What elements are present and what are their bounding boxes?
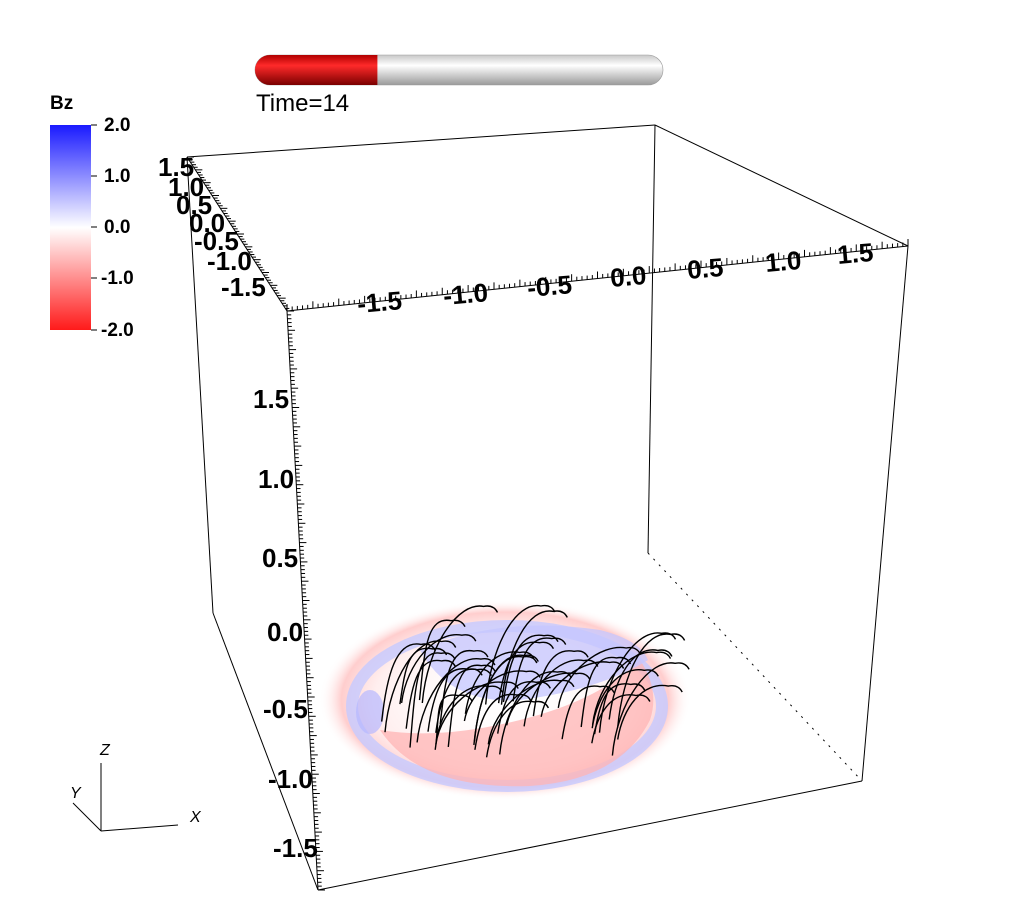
colorbar-ticks — [91, 124, 97, 331]
z-axis-labels: 1.5 1.0 0.5 0.0 -0.5 -1.0 -1.5 — [253, 384, 318, 863]
x-tick-label: 1.0 — [764, 245, 803, 278]
field-lines — [381, 604, 690, 758]
field-line — [617, 684, 683, 740]
x-tick-label: -1.0 — [442, 277, 489, 311]
colorbar-label-high: 1.0 — [104, 166, 130, 187]
time-label: Time=14 — [256, 90, 349, 117]
x-tick-label: 0.0 — [609, 260, 648, 293]
z-tick-label: -0.5 — [263, 694, 308, 724]
colorbar-label-max: 2.0 — [104, 115, 130, 136]
time-progress-fill — [255, 55, 378, 85]
colorbar-label-zero: 0.0 — [104, 217, 130, 238]
bz-red-lobe — [380, 660, 654, 787]
field-line — [512, 637, 567, 702]
field-line — [384, 640, 457, 733]
field-line — [593, 683, 646, 735]
field-line — [427, 668, 483, 732]
field-line — [399, 647, 448, 705]
orientation-x-label: X — [189, 809, 202, 826]
z-tick-label: -1.5 — [273, 833, 318, 863]
field-line — [381, 643, 436, 722]
z-tick-label: 1.5 — [253, 384, 289, 414]
field-line — [580, 656, 632, 728]
bz-surface — [319, 600, 691, 800]
y-tick-label: -1.5 — [221, 272, 266, 302]
y-tick-label: -0.5 — [194, 226, 239, 256]
y-axis-labels: 1.5 1.0 0.5 0.0 -0.5 -1.0 -1.5 — [158, 152, 266, 302]
colorbar-label-low: -1.0 — [101, 268, 134, 289]
field-line — [608, 649, 673, 720]
field-line — [591, 651, 672, 725]
z-tick-label: -1.0 — [268, 764, 313, 794]
x-tick-label: -0.5 — [526, 269, 573, 303]
field-line — [487, 679, 575, 745]
field-line — [499, 671, 573, 755]
z-tick-label: 0.5 — [262, 543, 298, 573]
field-line — [617, 633, 686, 728]
z-tick-label: 0.0 — [267, 617, 303, 647]
axis-tick-marks — [187, 156, 909, 891]
field-line — [421, 605, 499, 704]
field-line — [591, 669, 659, 729]
orientation-y-label: Y — [70, 785, 82, 802]
field-line — [485, 604, 556, 705]
field-line — [506, 672, 591, 726]
field-line — [463, 670, 541, 722]
field-line — [557, 646, 641, 708]
field-line — [591, 694, 651, 744]
x-tick-label: 0.5 — [686, 252, 725, 285]
field-line — [409, 652, 456, 748]
field-line — [439, 649, 489, 725]
y-tick-label: 1.0 — [168, 172, 204, 202]
field-line — [435, 681, 519, 745]
y-tick-label: -1.0 — [207, 246, 252, 276]
z-tick-label: 1.0 — [258, 464, 294, 494]
orientation-axes — [72, 763, 179, 832]
x-axis-labels: -1.5 -1.0 -0.5 0.0 0.5 1.0 1.5 — [356, 237, 875, 319]
field-line — [497, 641, 555, 704]
orientation-z-label: Z — [99, 742, 111, 759]
y-tick-label: 0.5 — [176, 190, 212, 220]
bz-left-blue-spot — [356, 690, 384, 734]
colorbar-label-min: -2.0 — [101, 320, 134, 341]
y-tick-label: 0.0 — [189, 208, 225, 238]
colorbar-title: Bz — [50, 93, 73, 114]
time-progress-bar — [254, 54, 664, 86]
field-line — [474, 693, 532, 750]
colorbar-gradient — [50, 125, 91, 330]
bz-blue-lobe — [420, 625, 648, 701]
field-line — [473, 655, 538, 746]
field-line — [523, 659, 599, 727]
field-line — [502, 634, 559, 703]
field-line — [611, 662, 690, 756]
y-tick-label: 1.5 — [158, 152, 194, 182]
colorbar: Bz 2.0 1.0 0.0 -1.0 -2.0 — [50, 93, 134, 341]
x-tick-label: -1.5 — [356, 285, 403, 319]
x-tick-label: 1.5 — [836, 237, 875, 270]
field-line — [400, 634, 477, 703]
